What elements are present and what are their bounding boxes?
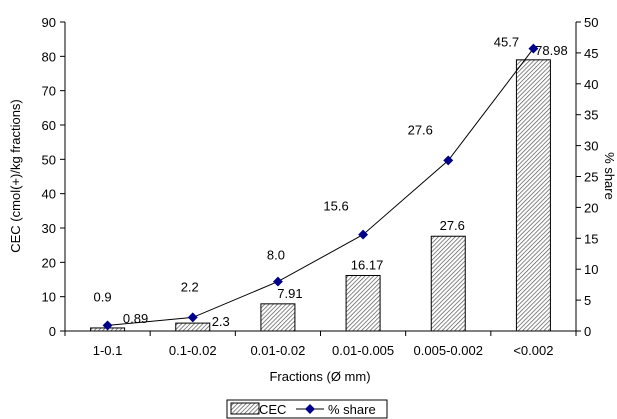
left-y-tick-label: 80 [42, 49, 56, 64]
right-y-tick-label: 10 [584, 262, 598, 277]
share-value-label: 45.7 [494, 35, 519, 50]
share-value-label: 0.9 [94, 289, 112, 304]
x-axis-title: Fractions (Ø mm) [269, 369, 370, 384]
share-line-series [102, 43, 539, 331]
legend: CEC % share [226, 399, 388, 419]
x-tick-label: <0.002 [513, 343, 553, 358]
cec-value-label: 16.17 [351, 257, 384, 272]
share-value-label: 15.6 [323, 199, 348, 214]
right-y-tick-label: 15 [584, 231, 598, 246]
left-y-tick-label: 50 [42, 152, 56, 167]
cec-value-label: 27.6 [440, 218, 465, 233]
cec-bar [430, 235, 466, 332]
cec-bar [260, 303, 296, 332]
right-y-tick-label: 0 [584, 324, 591, 339]
legend-cec-swatch [230, 402, 260, 415]
right-y-tick-label: 5 [584, 293, 591, 308]
y2-axis-title: % share [602, 152, 617, 200]
share-line [107, 48, 534, 326]
x-tick-label: 0.01-0.005 [332, 343, 394, 358]
x-tick-label: 1-0.1 [93, 343, 123, 358]
left-y-tick-label: 90 [42, 15, 56, 30]
right-y-tick-label: 35 [584, 108, 598, 123]
share-value-label: 2.2 [181, 279, 199, 294]
left-y-ticks: 0 10 20 30 40 50 60 70 80 90 [42, 15, 65, 339]
right-y-tick-label: 20 [584, 200, 598, 215]
cec-value-label: 7.91 [277, 286, 302, 301]
right-y-tick-label: 45 [584, 46, 598, 61]
x-tick-label: 0.005-0.002 [414, 343, 483, 358]
right-y-tick-label: 40 [584, 77, 598, 92]
left-y-tick-label: 10 [42, 290, 56, 305]
x-ticks: 1-0.1 0.1-0.02 0.01-0.02 0.01-0.005 0.005-0.… [64, 331, 577, 358]
axes [64, 22, 577, 332]
left-y-tick-label: 70 [42, 84, 56, 99]
cec-bar [345, 274, 381, 332]
left-y-tick-label: 60 [42, 118, 56, 133]
cec-value-label: 2.3 [212, 314, 230, 329]
share-line-labels: 0.9 2.2 8.0 15.6 27.6 45.7 [94, 35, 520, 305]
right-y-tick-label: 25 [584, 170, 598, 185]
share-value-label: 27.6 [408, 122, 433, 137]
x-tick-label: 0.1-0.02 [169, 343, 217, 358]
cec-bars [90, 59, 551, 332]
left-y-tick-label: 0 [49, 324, 56, 339]
share-value-label: 8.0 [267, 248, 285, 263]
right-y-tick-label: 50 [584, 15, 598, 30]
share-point [358, 229, 369, 240]
cec-value-label: 78.98 [535, 43, 568, 58]
share-point [187, 312, 198, 323]
cec-bar [515, 59, 551, 332]
y-axis-title: CEC (cmol(+)/kg fractions) [8, 99, 23, 253]
left-y-tick-label: 40 [42, 187, 56, 202]
x-tick-label: 0.01-0.02 [250, 343, 305, 358]
left-y-tick-label: 30 [42, 221, 56, 236]
legend-cec-label: CEC [259, 402, 286, 417]
legend-share-label: % share [328, 402, 376, 417]
share-point [102, 320, 113, 331]
right-y-tick-label: 30 [584, 139, 598, 154]
left-y-tick-label: 20 [42, 255, 56, 270]
cec-bar [175, 322, 211, 332]
legend-share-marker [305, 404, 315, 414]
right-y-ticks: 0 5 10 15 20 25 30 35 40 45 50 [576, 15, 598, 339]
share-point [443, 155, 454, 166]
